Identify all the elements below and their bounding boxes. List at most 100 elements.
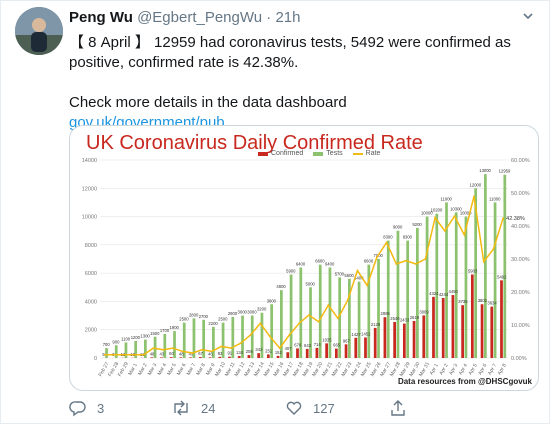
confirmed-label: 1452 — [361, 331, 371, 336]
tests-bar — [309, 287, 312, 358]
tests-label: 8300 — [403, 235, 413, 240]
like-count: 127 — [313, 400, 335, 416]
chevron-down-icon[interactable] — [519, 9, 537, 27]
tweet-text-line: 【 8 April 】 12959 had coronavirus tests,… — [69, 34, 511, 71]
confirmed-bar — [228, 356, 231, 358]
confirmed-bar — [160, 357, 163, 358]
confirmed-label: 3802 — [478, 298, 488, 303]
confirmed-bar — [490, 306, 494, 358]
tests-bar — [280, 290, 283, 358]
rate-point — [123, 353, 126, 356]
y-tick-label: 6000 — [85, 271, 97, 277]
confirmed-bar — [402, 323, 406, 358]
confirmed-bar — [315, 347, 319, 358]
confirmed-bar — [432, 296, 435, 358]
y-tick-label: 2000 — [85, 328, 97, 334]
reply-button[interactable]: 3 — [69, 399, 104, 417]
confirmed-label: 60 — [169, 351, 174, 356]
confirmed-bar — [461, 305, 464, 358]
x-tick-label: Apr 4 — [458, 363, 469, 377]
confirmed-bar — [296, 348, 299, 358]
tests-bar — [114, 345, 118, 358]
tests-bar — [348, 278, 351, 358]
confirmed-bar — [305, 348, 309, 358]
tests-bar — [484, 174, 487, 358]
tests-bar — [357, 281, 361, 358]
y-tick-label: 10000 — [82, 215, 97, 221]
author-name[interactable]: Peng Wu — [69, 9, 133, 26]
confirmed-bar — [169, 357, 173, 358]
confirmed-bar — [364, 337, 367, 358]
rate-point — [337, 317, 339, 320]
rate-point — [424, 258, 427, 260]
tests-bar — [503, 174, 507, 358]
tests-bar — [144, 339, 147, 358]
rate-point — [482, 260, 485, 263]
tests-label: 9000 — [393, 225, 403, 230]
tests-label: 3800 — [267, 298, 277, 303]
confirmed-bar — [325, 343, 328, 358]
confirmed-bar — [393, 321, 396, 358]
reply-icon — [69, 401, 86, 417]
confirmed-label: 665 — [333, 343, 341, 348]
rate-point — [375, 256, 378, 259]
y2-tick-label: 40.00% — [511, 224, 530, 230]
tests-label: 11000 — [489, 196, 501, 201]
avatar[interactable] — [15, 7, 63, 55]
tweet-timestamp[interactable]: 21h — [275, 9, 301, 26]
share-icon — [391, 400, 405, 416]
confirmed-label: 4324 — [429, 291, 439, 296]
confirmed-label: 676 — [294, 342, 302, 347]
tests-label: 1100 — [121, 336, 131, 341]
rate-point — [201, 348, 203, 351]
confirmed-bar — [189, 357, 192, 358]
y-tick-label: 0 — [94, 356, 97, 362]
rate-point — [278, 347, 281, 349]
rate-point — [230, 347, 233, 349]
confirmed-label: 407 — [285, 346, 293, 351]
tests-label: 6400 — [325, 261, 335, 266]
chart-image[interactable]: 0 2000 4000 6000 8000 10000 12000 14000 0.00% 10.… — [69, 125, 539, 391]
tests-bar — [124, 342, 128, 358]
rate-point — [473, 195, 475, 198]
confirmed-bar — [247, 355, 251, 358]
x-tick-label: Apr 5 — [468, 363, 479, 377]
confirmed-bar — [276, 355, 280, 358]
x-tick-label: Mar 8 — [195, 362, 207, 376]
confirmed-label: 46 — [208, 351, 213, 356]
confirmed-bar — [354, 337, 358, 358]
confirmed-label: 91 — [227, 351, 232, 356]
y-tick-label: 12000 — [82, 186, 97, 192]
author-handle[interactable]: @Egbert_PengWu — [137, 9, 263, 26]
share-button[interactable] — [389, 399, 407, 417]
confirmed-label: 134 — [236, 350, 244, 355]
confirmed-label: 208 — [246, 349, 254, 354]
rate-point — [405, 259, 407, 262]
x-tick-label: Apr 6 — [477, 363, 488, 377]
confirmed-bar — [344, 344, 348, 358]
x-tick-label: Apr 7 — [487, 363, 498, 377]
like-button[interactable]: 127 — [285, 399, 335, 417]
rate-point — [103, 353, 106, 356]
tests-label: 6600 — [315, 259, 325, 264]
tests-label: 11000 — [441, 196, 453, 201]
confirmed-label: 2433 — [400, 318, 410, 323]
confirmed-label: 2546 — [390, 316, 400, 321]
tests-label: 13000 — [479, 168, 491, 173]
tests-label: 5700 — [335, 271, 345, 276]
confirmed-bar — [441, 297, 445, 358]
rate-point — [453, 215, 456, 217]
retweet-button[interactable]: 24 — [171, 399, 215, 417]
confirmed-bar — [208, 357, 212, 358]
rate-point — [327, 304, 330, 307]
rate-point — [385, 241, 388, 244]
confirmed-label: 2885 — [381, 311, 391, 316]
heart-icon — [286, 401, 302, 415]
rate-point — [181, 350, 184, 353]
rate-point — [133, 353, 135, 356]
confirmed-bar — [470, 274, 474, 358]
confirmed-bar — [334, 348, 338, 358]
tests-bar — [182, 322, 186, 358]
confirmed-bar — [286, 352, 290, 358]
